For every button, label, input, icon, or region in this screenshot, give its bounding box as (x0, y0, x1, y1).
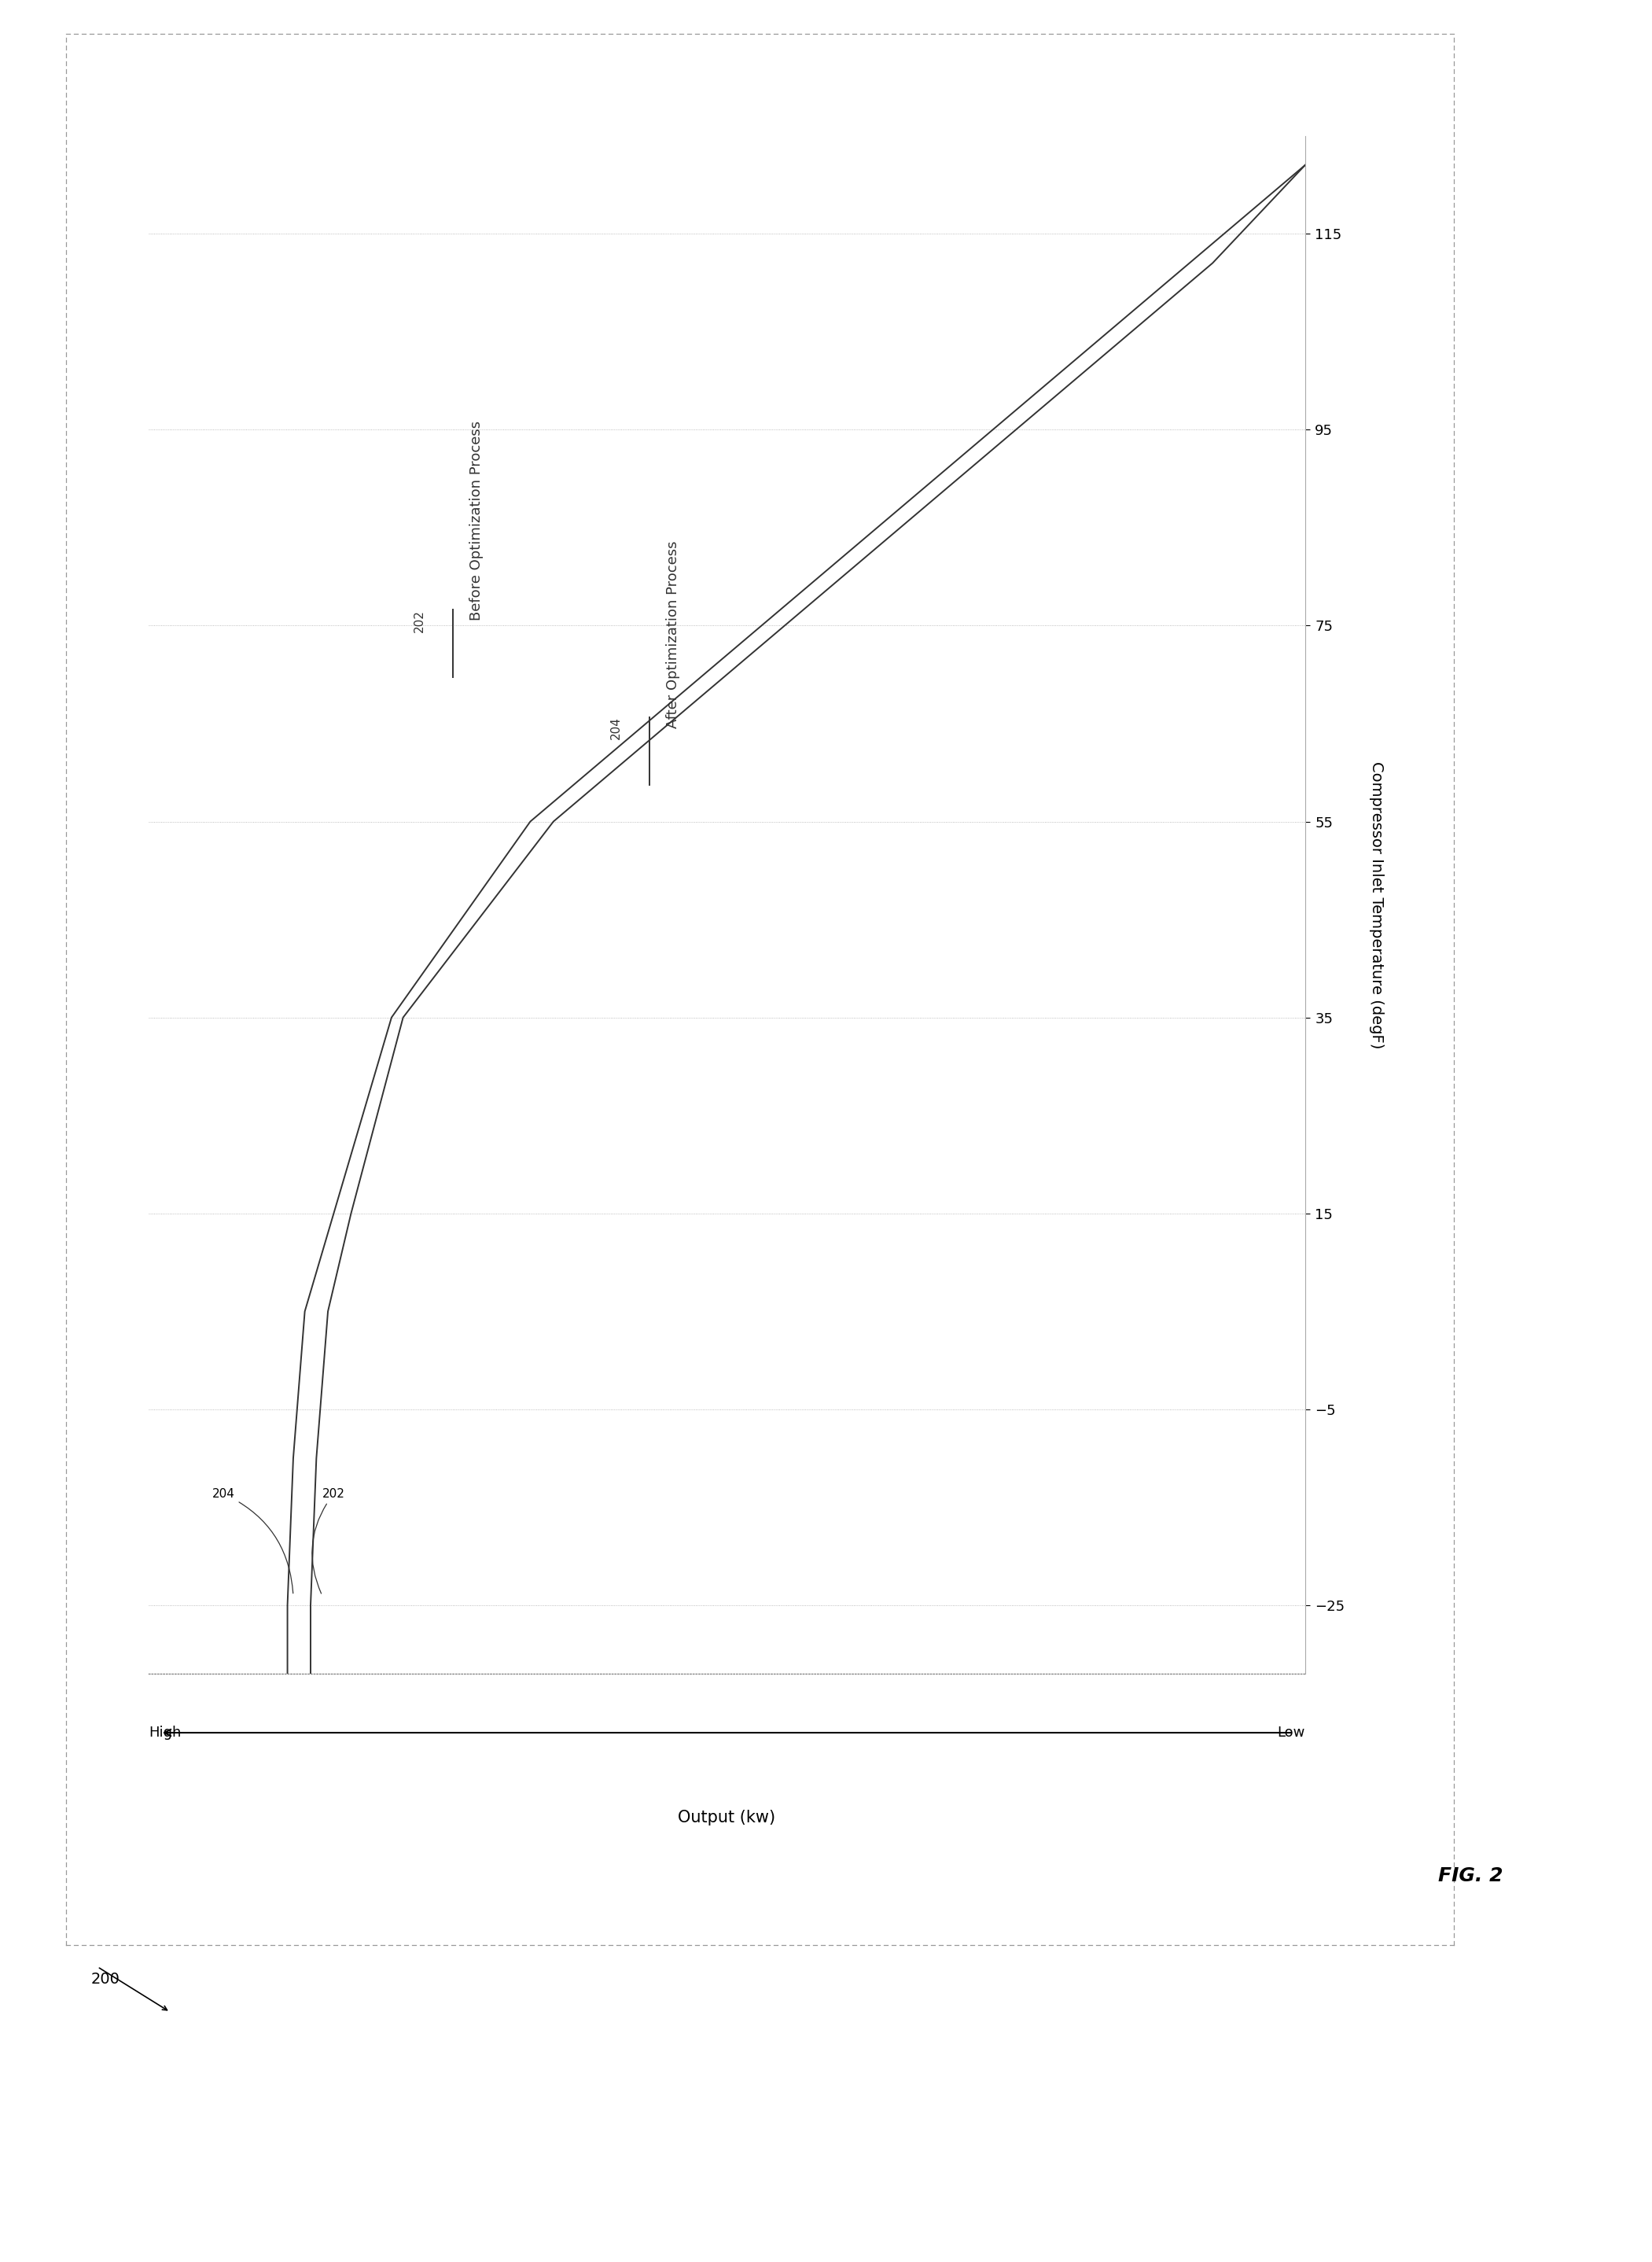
Text: After Optimization Process: After Optimization Process (666, 541, 681, 728)
Text: 204: 204 (610, 717, 623, 740)
Text: 202: 202 (413, 608, 426, 631)
Text: 200: 200 (91, 1972, 121, 1986)
Text: 204: 204 (211, 1488, 292, 1592)
Text: Before Optimization Process: Before Optimization Process (469, 421, 484, 620)
Text: 202: 202 (312, 1488, 345, 1592)
Y-axis label: Compressor Inlet Temperature (degF): Compressor Inlet Temperature (degF) (1370, 760, 1384, 1050)
Text: High: High (149, 1726, 182, 1739)
Text: Output (kw): Output (kw) (677, 1810, 776, 1825)
Text: FIG. 2: FIG. 2 (1437, 1866, 1503, 1884)
Text: Low: Low (1277, 1726, 1305, 1739)
